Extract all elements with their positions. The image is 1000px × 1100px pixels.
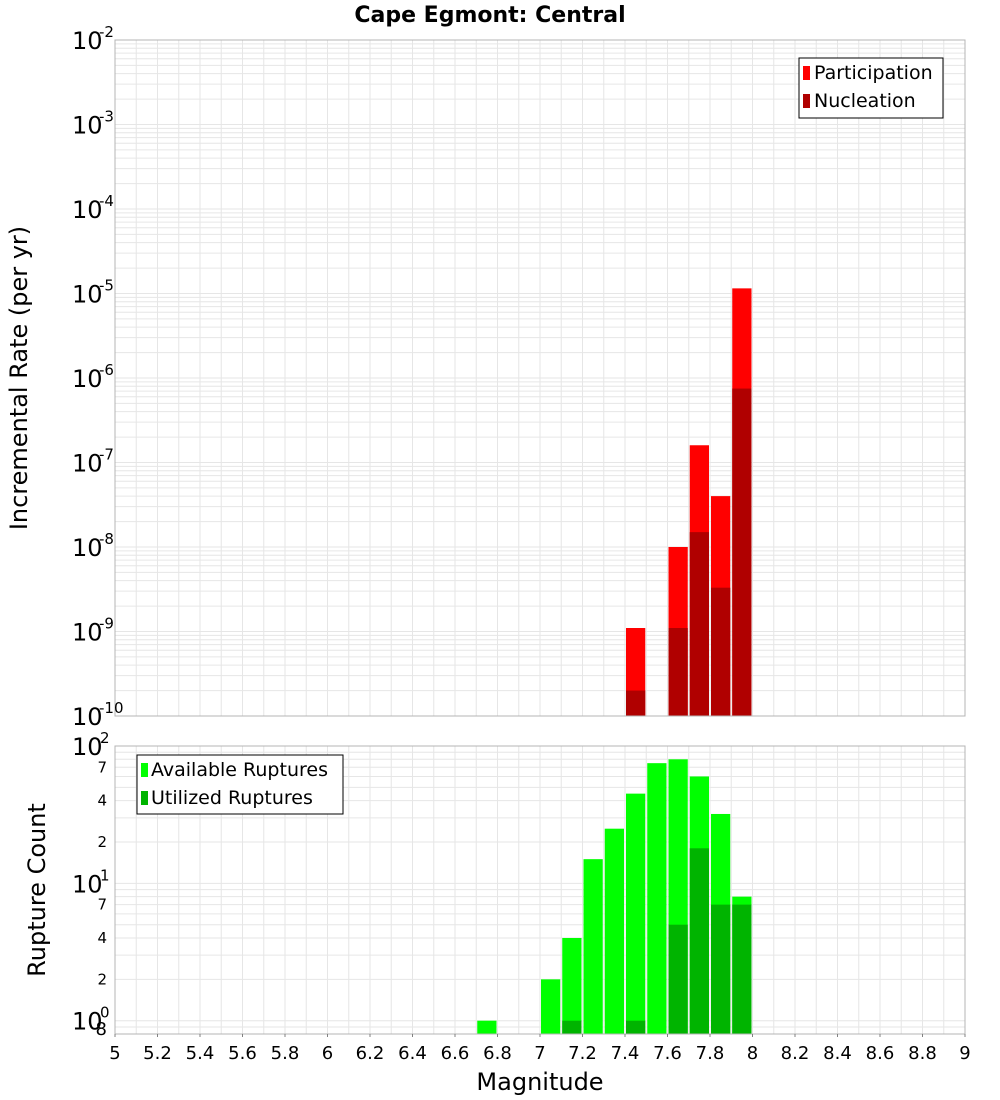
utilized-ruptures-bar <box>732 904 752 1034</box>
available-ruptures-bar <box>604 828 624 1034</box>
count-y-minor-tick-label: 7 <box>97 896 107 914</box>
x-tick-label: 5 <box>109 1043 120 1064</box>
rate-y-tick-label: 10 <box>72 27 103 55</box>
available-ruptures-bar <box>541 979 561 1034</box>
x-tick-label: 6.6 <box>441 1043 470 1064</box>
rate-legend-box <box>798 57 944 119</box>
rate-grid <box>114 40 966 717</box>
x-tick-label: 7.2 <box>568 1043 597 1064</box>
x-tick-label: 5.8 <box>271 1043 300 1064</box>
utilized-ruptures-bar <box>626 1020 646 1034</box>
count-y-tick-exponent: 2 <box>100 729 110 747</box>
rate-legend-label: Nucleation <box>814 90 916 112</box>
available-ruptures-bar <box>562 938 582 1034</box>
utilized-ruptures-bar <box>562 1020 582 1034</box>
count-y-minor-tick-label: 8 <box>96 1019 107 1040</box>
rate-y-tick-label: 10 <box>72 196 103 224</box>
x-tick-label: 6.2 <box>356 1043 385 1064</box>
x-axis-label: Magnitude <box>476 1068 603 1096</box>
x-tick-label: 8 <box>747 1043 758 1064</box>
rate-y-tick-exponent: -4 <box>99 192 114 210</box>
x-tick-label: 9 <box>959 1043 970 1064</box>
rate-y-tick-label: 10 <box>72 281 103 309</box>
rate-plot-frame <box>114 39 966 717</box>
rate-legend-swatch <box>803 66 810 80</box>
count-y-minor-tick-label: 7 <box>97 758 107 776</box>
count-legend-label: Utilized Ruptures <box>151 787 313 809</box>
count-y-minor-tick-label: 4 <box>97 792 107 810</box>
rate-y-tick-exponent: -7 <box>99 446 114 464</box>
count-y-tick-label: 10 <box>72 1008 103 1036</box>
count-legend: Available Ruptures Utilized Ruptures <box>136 754 344 815</box>
count-y-minor-tick-label: 2 <box>97 970 107 988</box>
x-tick-label: 6.4 <box>398 1043 427 1064</box>
count-y-tick-label: 10 <box>72 870 103 898</box>
x-tick-label: 8.6 <box>866 1043 895 1064</box>
count-legend-box <box>136 754 344 815</box>
rate-y-tick-exponent: -6 <box>99 361 114 379</box>
count-y-tick-exponent: 1 <box>100 866 110 884</box>
nucleation-bar <box>711 587 731 716</box>
x-tick-label: 7.6 <box>653 1043 682 1064</box>
count-y-minor-tick-label: 2 <box>97 833 107 851</box>
count-y-tick-label: 10 <box>72 733 103 761</box>
rate-bars <box>626 288 752 716</box>
x-tick-label: 8.4 <box>823 1043 852 1064</box>
rate-y-tick-exponent: -10 <box>99 699 124 717</box>
rate-y-tick-label: 10 <box>72 365 103 393</box>
x-tick-label: 6 <box>322 1043 333 1064</box>
nucleation-bar <box>732 388 752 716</box>
x-tick-label: 5.2 <box>143 1043 172 1064</box>
rate-legend-swatch <box>803 94 810 108</box>
count-legend-label: Available Ruptures <box>151 759 328 781</box>
rate-y-tick-label: 10 <box>72 703 103 731</box>
x-tick-label: 7.4 <box>611 1043 640 1064</box>
count-bars <box>477 759 752 1034</box>
x-tick-label: 8.2 <box>781 1043 810 1064</box>
rate-y-tick-label: 10 <box>72 112 103 140</box>
utilized-ruptures-bar <box>689 848 709 1034</box>
count-y-tick-exponent: 0 <box>100 1004 110 1022</box>
nucleation-bar <box>689 532 709 716</box>
count-legend-swatch <box>141 791 148 805</box>
rate-legend: Participation Nucleation <box>798 57 944 119</box>
chart-title: Cape Egmont: Central <box>354 3 625 28</box>
rate-y-tick-label: 10 <box>72 450 103 478</box>
rate-y-tick-exponent: -9 <box>99 615 114 633</box>
x-ticks: 5 5.2 5.4 5.6 5.8 6 6.2 6.4 6.6 6.8 7 7.2 7.4 7.6 7.8 8… <box>109 1034 971 1064</box>
rate-y-tick-exponent: -3 <box>99 108 114 126</box>
rate-y-tick-exponent: -5 <box>99 277 114 295</box>
x-tick-label: 5.6 <box>228 1043 257 1064</box>
count-y-axis-label: Rupture Count <box>23 803 51 977</box>
x-tick-label: 8.8 <box>908 1043 937 1064</box>
nucleation-bar <box>626 690 646 716</box>
available-ruptures-bar <box>647 763 667 1034</box>
x-tick-label: 7 <box>534 1043 545 1064</box>
available-ruptures-bar <box>626 793 646 1034</box>
rate-y-axis-label: Incremental Rate (per yr) <box>5 226 33 530</box>
count-y-minor-tick-label: 4 <box>97 929 107 947</box>
utilized-ruptures-bar <box>711 904 731 1034</box>
rate-y-tick-exponent: -2 <box>99 23 114 41</box>
x-tick-label: 7.8 <box>696 1043 725 1064</box>
available-ruptures-bar <box>583 859 603 1034</box>
nucleation-bar <box>668 628 688 716</box>
x-tick-label: 5.4 <box>186 1043 215 1064</box>
count-legend-swatch <box>141 763 148 777</box>
rate-legend-label: Participation <box>814 62 933 84</box>
utilized-ruptures-bar <box>668 924 688 1034</box>
rate-y-tick-label: 10 <box>72 534 103 562</box>
available-ruptures-bar <box>477 1020 497 1034</box>
rate-y-tick-exponent: -8 <box>99 530 114 548</box>
x-tick-label: 6.8 <box>483 1043 512 1064</box>
rate-y-tick-label: 10 <box>72 619 103 647</box>
